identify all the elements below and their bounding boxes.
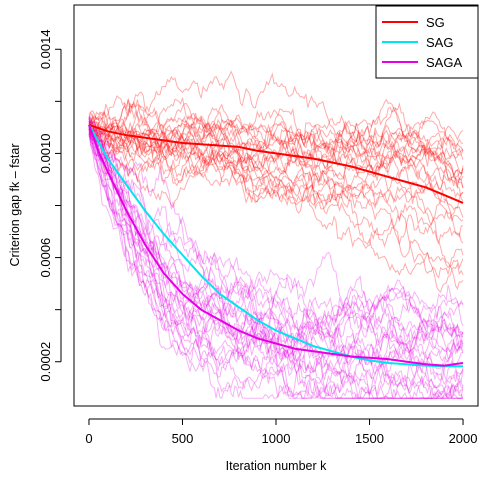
x-tick-label: 500 xyxy=(172,431,194,446)
sample-path-sg xyxy=(88,102,464,186)
sample-path-sg xyxy=(88,91,464,279)
sample-path-saga xyxy=(88,132,464,363)
sample-path-saga xyxy=(88,125,464,386)
series-line-sg xyxy=(88,123,464,204)
sample-path-sg xyxy=(88,97,464,184)
sample-path-saga xyxy=(88,114,464,399)
sample-path-saga xyxy=(88,129,464,353)
x-tick-label: 0 xyxy=(85,431,92,446)
y-tick-label: 0.0006 xyxy=(38,238,53,278)
sample-path-saga xyxy=(88,134,464,380)
sample-path-sg xyxy=(88,121,464,268)
sample-path-sg xyxy=(88,113,464,210)
sample-path-sg xyxy=(88,70,464,190)
sample-path-saga xyxy=(88,115,464,381)
sample-path-sg xyxy=(88,109,464,165)
x-tick-label: 2000 xyxy=(449,431,478,446)
sample-path-saga xyxy=(88,118,464,357)
sample-path-sg xyxy=(88,107,464,189)
series-line-saga xyxy=(88,124,464,367)
sample-path-sg xyxy=(88,102,464,220)
sample-path-saga xyxy=(88,122,463,399)
series-line-sag xyxy=(88,124,463,368)
sample-path-sg xyxy=(88,102,464,180)
sample-path-sg xyxy=(88,120,463,238)
x-tick-label: 1000 xyxy=(262,431,291,446)
sample-path-saga xyxy=(88,129,464,399)
sample-path-saga xyxy=(88,136,464,399)
sample-path-sg xyxy=(88,120,464,167)
sample-path-sg xyxy=(88,107,464,202)
legend-label-sg: SG xyxy=(426,15,445,30)
y-axis-title: Criterion gap fk – fstar xyxy=(8,144,22,267)
x-tick-label: 1500 xyxy=(355,431,384,446)
sample-path-sg xyxy=(88,122,464,245)
sample-path-saga xyxy=(88,125,464,399)
y-tick-label: 0.0010 xyxy=(38,134,53,174)
sample-path-saga xyxy=(88,116,463,399)
sample-path-sg xyxy=(88,111,464,174)
sample-path-sg xyxy=(88,122,464,176)
sample-path-sg xyxy=(88,121,464,227)
y-axis: 0.0002 0.0006 0.0010 0.0014 xyxy=(38,29,62,382)
sample-path-sg xyxy=(88,99,464,293)
sample-path-saga xyxy=(88,128,464,361)
sample-path-saga xyxy=(88,121,464,379)
y-tick-label: 0.0002 xyxy=(38,342,53,382)
plot-frame xyxy=(73,4,479,407)
sample-path-sg xyxy=(88,122,464,191)
sample-path-sg xyxy=(88,115,464,197)
legend-label-saga: SAGA xyxy=(426,55,462,70)
y-tick-label: 0.0014 xyxy=(38,29,53,69)
sample-path-saga xyxy=(88,125,464,389)
sample-path-bands xyxy=(88,70,464,401)
sample-path-saga xyxy=(88,123,464,392)
sample-path-saga xyxy=(88,128,464,399)
series-lines xyxy=(88,123,464,368)
sample-path-saga xyxy=(88,124,464,401)
legend-label-sag: SAG xyxy=(426,35,453,50)
legend: SG SAG SAGA xyxy=(375,5,479,79)
x-axis-title: Iteration number k xyxy=(226,459,327,473)
sample-path-saga xyxy=(88,132,463,400)
sample-path-saga xyxy=(88,120,464,399)
sample-path-sg xyxy=(88,114,464,209)
sample-path-sg xyxy=(88,125,464,276)
x-axis: 0 500 1000 1500 2000 xyxy=(85,418,478,446)
sample-path-sg xyxy=(88,114,464,187)
sample-path-saga xyxy=(88,132,464,366)
